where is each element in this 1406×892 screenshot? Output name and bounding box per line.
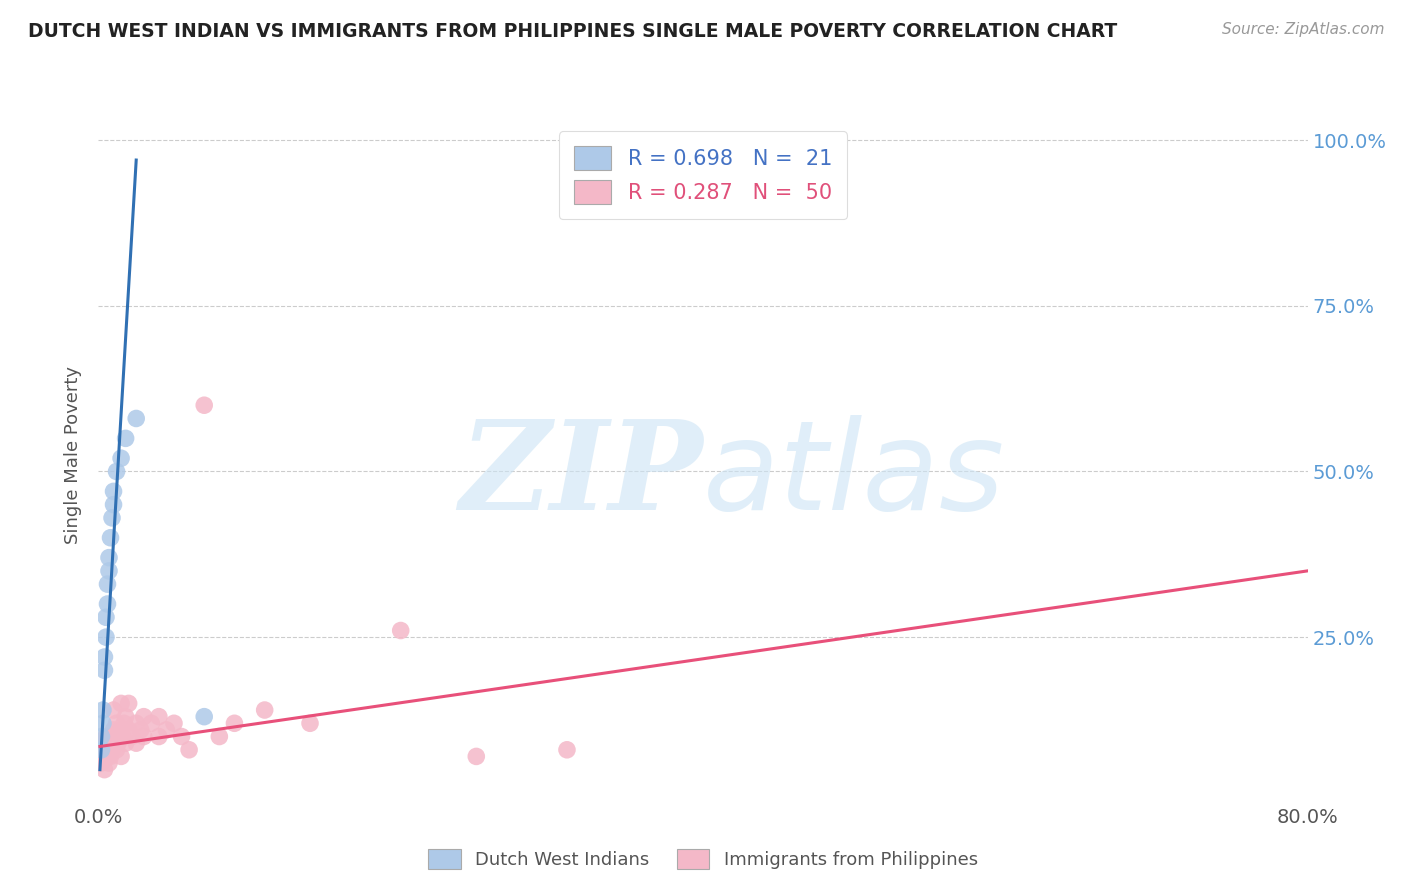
Point — [118, 723, 141, 737]
Point — [100, 749, 122, 764]
Point — [132, 730, 155, 744]
Point — [118, 697, 141, 711]
Point — [105, 743, 128, 757]
Point — [100, 531, 122, 545]
Point — [93, 663, 115, 677]
Point — [163, 716, 186, 731]
Point — [103, 498, 125, 512]
Text: ZIP: ZIP — [460, 415, 703, 537]
Point — [101, 511, 124, 525]
Point — [105, 465, 128, 479]
Point — [114, 431, 136, 445]
Point — [94, 743, 117, 757]
Point — [141, 716, 163, 731]
Text: Source: ZipAtlas.com: Source: ZipAtlas.com — [1222, 22, 1385, 37]
Point — [105, 716, 128, 731]
Point — [110, 697, 132, 711]
Point — [114, 709, 136, 723]
Legend: R = 0.698   N =  21, R = 0.287   N =  50: R = 0.698 N = 21, R = 0.287 N = 50 — [560, 131, 846, 219]
Point — [91, 736, 114, 750]
Point — [98, 756, 121, 770]
Point — [111, 730, 134, 744]
Point — [103, 736, 125, 750]
Point — [101, 743, 124, 757]
Point — [125, 736, 148, 750]
Point — [94, 630, 117, 644]
Point — [107, 736, 129, 750]
Point — [465, 749, 488, 764]
Point — [100, 730, 122, 744]
Point — [129, 723, 152, 737]
Point — [555, 743, 578, 757]
Point — [110, 749, 132, 764]
Point — [103, 484, 125, 499]
Point — [193, 709, 215, 723]
Point — [93, 763, 115, 777]
Point — [103, 723, 125, 737]
Point — [179, 743, 201, 757]
Point — [148, 730, 170, 744]
Point — [224, 716, 246, 731]
Point — [208, 730, 231, 744]
Point — [121, 730, 143, 744]
Point — [389, 624, 412, 638]
Point — [96, 736, 118, 750]
Point — [90, 756, 112, 770]
Point — [94, 730, 117, 744]
Point — [90, 730, 112, 744]
Text: atlas: atlas — [703, 416, 1005, 536]
Point — [93, 650, 115, 665]
Point — [98, 550, 121, 565]
Point — [96, 577, 118, 591]
Legend: Dutch West Indians, Immigrants from Philippines: Dutch West Indians, Immigrants from Phil… — [419, 839, 987, 879]
Point — [148, 709, 170, 723]
Point — [125, 716, 148, 731]
Point — [155, 723, 177, 737]
Point — [193, 398, 215, 412]
Point — [110, 723, 132, 737]
Point — [114, 736, 136, 750]
Point — [112, 716, 135, 731]
Text: DUTCH WEST INDIAN VS IMMIGRANTS FROM PHILIPPINES SINGLE MALE POVERTY CORRELATION: DUTCH WEST INDIAN VS IMMIGRANTS FROM PHI… — [28, 22, 1118, 41]
Point — [110, 451, 132, 466]
Point — [91, 716, 114, 731]
Point — [104, 730, 127, 744]
Point — [98, 743, 121, 757]
Point — [96, 749, 118, 764]
Point — [98, 564, 121, 578]
Point — [90, 743, 112, 757]
Point — [103, 703, 125, 717]
Point — [170, 730, 193, 744]
Point — [125, 411, 148, 425]
Y-axis label: Single Male Poverty: Single Male Poverty — [65, 366, 83, 544]
Point — [253, 703, 276, 717]
Point — [299, 716, 322, 731]
Point — [91, 703, 114, 717]
Point — [91, 749, 114, 764]
Point — [132, 709, 155, 723]
Point — [96, 597, 118, 611]
Point — [94, 610, 117, 624]
